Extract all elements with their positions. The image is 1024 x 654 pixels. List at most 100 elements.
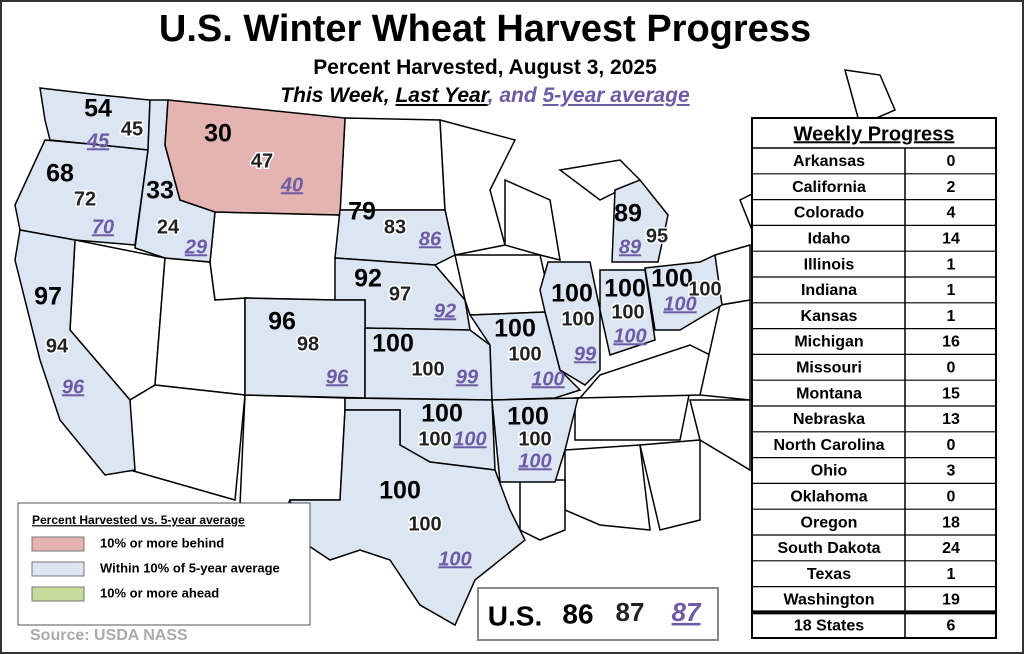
table-footer-label: 18 States [794,617,864,634]
us-this-week: 86 [562,598,593,629]
this-week: 100 [421,400,463,428]
last-year: 100 [518,428,551,450]
state-outline [519,479,566,541]
state [334,209,456,266]
table-value: 16 [942,334,960,351]
table-value: 15 [942,385,960,402]
legend-label: 10% or more ahead [100,585,219,600]
table-value: 1 [947,308,956,325]
state [539,261,601,386]
table-value: 14 [942,231,960,248]
this-week: 100 [372,330,414,358]
legend-title: Percent Harvested vs. 5-year average [32,513,245,527]
five-year-avg: 92 [434,300,456,322]
five-year-avg: 45 [86,130,110,152]
this-week: 30 [204,120,232,148]
table-value: 0 [947,437,956,454]
us-last-year: 87 [616,597,645,627]
legend-swatch [31,586,85,602]
five-year-avg: 99 [574,343,597,365]
table-state: Missouri [796,360,862,377]
state-outline [339,117,446,211]
table-state: California [792,179,866,196]
this-week: 54 [84,95,112,123]
table-state: Colorado [794,205,864,222]
table-value: 3 [947,463,956,480]
us-avg: 87 [672,597,702,627]
five-year-avg: 29 [184,236,208,258]
table-state: Washington [784,592,875,609]
key-line: This Week, Last Year, and 5-year average [0,84,970,108]
five-year-avg: 100 [613,325,646,347]
this-week: 100 [507,403,549,431]
title: U.S. Winter Wheat Harvest Progress [158,8,812,50]
last-year: 47 [251,150,273,172]
subtitle: Percent Harvested, August 3, 2025 [313,56,657,79]
five-year-avg: 100 [531,368,564,390]
legend-swatch [31,561,85,577]
table-state: Texas [807,566,851,583]
legend: 10% or more behind Within 10% of 5-year a… [31,535,280,602]
base-states [69,69,896,541]
last-year: 100 [561,308,594,330]
legend-label: Within 10% of 5-year average [100,560,280,575]
table-state: Idaho [808,231,851,248]
last-year: 100 [418,428,451,450]
table-state: Kansas [801,308,858,325]
this-week: 100 [494,315,536,343]
last-year: 100 [508,343,541,365]
last-year: 100 [688,278,721,300]
state [14,139,149,246]
state-outline [504,178,561,262]
this-week: 79 [348,198,376,226]
state-outline [209,211,341,301]
table-value: 1 [947,566,956,583]
table-value: 1 [947,256,956,273]
five-year-avg: 100 [453,428,486,450]
table-state: Ohio [811,463,848,480]
table-value: 0 [947,360,956,377]
state [611,179,669,263]
table-value: 19 [942,592,960,609]
five-year-avg: 100 [663,293,696,315]
last-year: 95 [646,225,668,247]
table-state: Arkansas [793,153,865,170]
five-year-avg: 70 [92,216,114,238]
table-state: Indiana [801,282,857,299]
last-year: 24 [157,216,180,238]
key-sep: , [383,84,390,107]
table-state: Montana [796,385,862,402]
this-week: 100 [604,275,646,303]
table-value: 1 [947,282,956,299]
last-year: 98 [297,333,319,355]
table-state: Oregon [801,514,858,531]
state [14,229,136,476]
source: Source: USDA NASS [30,627,188,644]
last-year: 72 [74,188,96,210]
last-year: 100 [411,358,444,380]
legend-swatch [31,536,85,552]
five-year-avg: 96 [326,366,349,388]
table-box [751,117,997,639]
state [644,253,723,331]
this-week: 100 [379,477,421,505]
last-year: 94 [46,335,69,357]
table-value: 13 [942,411,960,428]
key-avg: 5-year average [542,84,690,107]
last-year: 97 [389,283,411,305]
key-sep: , and [487,84,537,107]
state-outline [239,394,346,511]
table-state: Michigan [794,334,863,351]
table-value: 0 [947,153,956,170]
state [599,269,656,356]
last-year: 100 [408,513,441,535]
states [14,87,723,627]
table-footer-value: 6 [947,617,956,634]
table-state: Nebraska [793,411,865,428]
this-week: 100 [551,280,593,308]
this-week: 89 [614,200,642,228]
legend-label: 10% or more behind [100,535,224,550]
